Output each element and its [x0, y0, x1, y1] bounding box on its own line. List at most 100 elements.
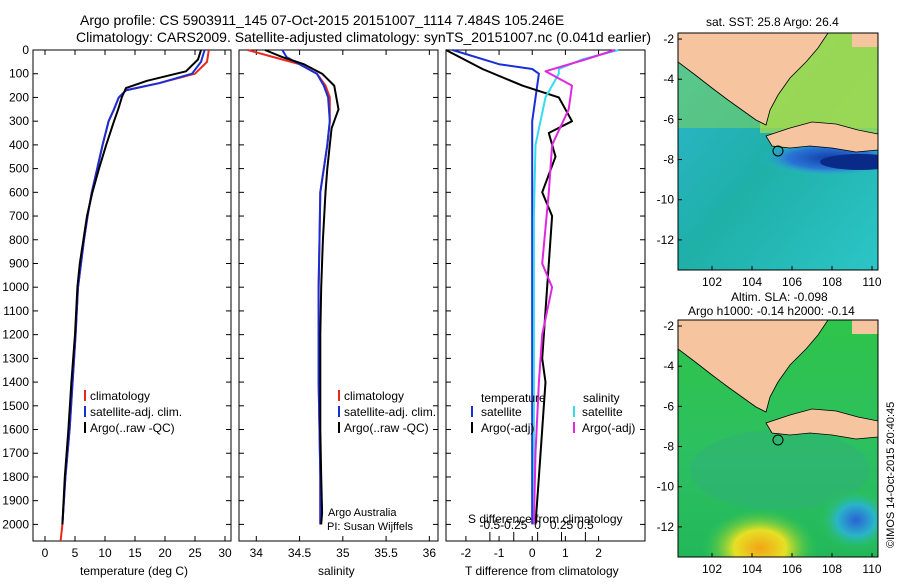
- legend-label: Argo(..raw -QC): [344, 421, 429, 435]
- argo-position-marker: [772, 145, 784, 157]
- x-tick-label: 0: [529, 546, 536, 560]
- y-tick-label: 1600: [2, 423, 29, 437]
- salinity-legend: climatology satellite-adj. clim. Argo(..…: [338, 389, 436, 435]
- sla-low-shelf: [690, 430, 870, 510]
- difference-panel: -2 -1 0 1 2-0.5 -0.25 0 0.25 0.5 temperature sal…: [445, 49, 646, 578]
- sst-map-frame: [677, 32, 879, 271]
- sst-land-java: [765, 121, 878, 153]
- map-x-tick-label: 106: [782, 562, 802, 576]
- legend-swatch-satellite: [84, 406, 86, 417]
- difference-profile-lines: [445, 49, 619, 525]
- x-tick-label: 20: [158, 546, 172, 560]
- x-tick-label: -1: [494, 546, 505, 560]
- s-tick-label: 0.25: [550, 518, 574, 532]
- sst-map-ticks: 102 104 106 108 110 -2 -4 -6 -8 -10 -12: [657, 32, 882, 289]
- temperature-panel: 0 5 10 15 20 25 300100200300400500600700800900…: [2, 43, 232, 578]
- credit-line-2: PI: Susan Wijffels: [327, 521, 413, 533]
- x-tick-label: 0: [42, 546, 49, 560]
- legend-swatch-climatology: [338, 390, 340, 401]
- salinity-x-label: salinity: [318, 564, 355, 578]
- s-tick-label: 0: [534, 518, 541, 532]
- legend-label: satellite-adj. clim.: [90, 405, 182, 419]
- map-x-tick-label: 104: [742, 275, 762, 289]
- map-x-tick-label: 110: [862, 275, 881, 289]
- y-tick-label: 300: [9, 114, 29, 128]
- legend-label: Argo(-adj): [582, 421, 635, 435]
- y-tick-label: 500: [9, 162, 29, 176]
- y-tick-label: 1300: [2, 351, 29, 365]
- y-tick-label: 600: [9, 185, 29, 199]
- legend-swatch-sal-argo: [573, 422, 575, 433]
- sst-cold-band-core: [820, 154, 878, 170]
- legend-swatch-argo: [338, 422, 340, 433]
- sla-map-title-2: Argo h1000: -0.14 h2000: -0.14: [688, 304, 855, 318]
- y-tick-label: 400: [9, 138, 29, 152]
- series-line: [61, 49, 202, 525]
- map-x-tick-label: 110: [862, 562, 881, 576]
- legend-label: satellite: [481, 405, 522, 419]
- legend-label: satellite-adj. clim.: [344, 405, 436, 419]
- legend-swatch-climatology: [84, 390, 86, 401]
- map-y-tick-label: -8: [663, 440, 674, 454]
- x-tick-label: -2: [461, 546, 472, 560]
- map-x-tick-label: 104: [742, 562, 762, 576]
- map-y-tick-label: -12: [657, 233, 675, 247]
- sla-map-image: [678, 320, 878, 557]
- map-y-tick-label: -8: [663, 153, 674, 167]
- temperature-plot-area: [32, 49, 232, 542]
- sla-high-anomaly: [702, 508, 818, 557]
- map-y-tick-label: -6: [663, 399, 674, 413]
- legend-swatch-temp-argo: [471, 422, 473, 433]
- map-y-tick-label: -10: [657, 480, 675, 494]
- x-tick-label: 15: [128, 546, 142, 560]
- map-y-tick-label: -2: [663, 319, 674, 333]
- legend-label: climatology: [344, 389, 404, 403]
- map-y-tick-label: -10: [657, 193, 675, 207]
- difference-plot-area: [445, 49, 646, 542]
- header-line-2: Climatology: CARS2009. Satellite-adjuste…: [76, 29, 651, 45]
- y-tick-label: 1100: [3, 304, 29, 318]
- y-tick-label: 1400: [2, 375, 29, 389]
- y-tick-label: 200: [9, 90, 29, 104]
- x-tick-label: 5: [72, 546, 79, 560]
- x-tick-label: 34: [250, 546, 264, 560]
- sla-map-panel: Altim. SLA: -0.098 Argo h1000: -0.14 h20…: [657, 290, 882, 576]
- legend-swatch-temp-satellite: [471, 406, 473, 417]
- series-line: [61, 49, 206, 525]
- legend-header-salinity: salinity: [583, 391, 620, 405]
- legend-label: Argo(-adj): [481, 421, 534, 435]
- x-tick-label: 35.5: [374, 546, 398, 560]
- t-difference-label: T difference from climatology: [465, 564, 619, 578]
- x-tick-label: 10: [98, 546, 112, 560]
- credit-line-1: Argo Australia: [328, 507, 397, 519]
- map-y-tick-label: -4: [663, 359, 674, 373]
- legend-label: satellite: [582, 405, 623, 419]
- y-tick-label: 1800: [2, 470, 29, 484]
- s-tick-label: 0.5: [577, 518, 594, 532]
- x-tick-label: 35: [336, 546, 350, 560]
- salinity-panel: 34 34.5 35 35.5 36 climatology satellite-adj…: [238, 49, 439, 578]
- series-line: [281, 49, 331, 525]
- sla-map-ticks: 102 104 106 108 110 -2 -4 -6 -8 -10 -12: [657, 319, 882, 576]
- map-x-tick-label: 102: [702, 275, 722, 289]
- y-tick-label: 2000: [2, 517, 29, 531]
- sla-land-java: [765, 408, 878, 440]
- y-tick-label: 700: [9, 209, 29, 223]
- header-line-1: Argo profile: CS 5903911_145 07-Oct-2015…: [80, 12, 564, 28]
- argo-position-marker: [772, 434, 784, 446]
- map-y-tick-label: -4: [663, 72, 674, 86]
- sla-land-borneo-edge: [852, 320, 878, 334]
- sla-map-title-1: Altim. SLA: -0.098: [731, 290, 828, 304]
- y-tick-label: 1000: [2, 280, 29, 294]
- difference-axis-ticks: -2 -1 0 1 2-0.5 -0.25 0 0.25 0.5: [446, 49, 645, 560]
- temperature-x-label: temperature (deg C): [80, 564, 188, 578]
- series-line: [532, 49, 616, 525]
- y-tick-label: 800: [9, 233, 29, 247]
- map-y-tick-label: -12: [657, 520, 675, 534]
- x-tick-label: 25: [188, 546, 202, 560]
- salinity-profile-lines: [247, 49, 340, 525]
- x-tick-label: 2: [595, 546, 602, 560]
- legend-label: Argo(..raw -QC): [90, 421, 175, 435]
- sst-land-borneo-edge: [852, 33, 878, 47]
